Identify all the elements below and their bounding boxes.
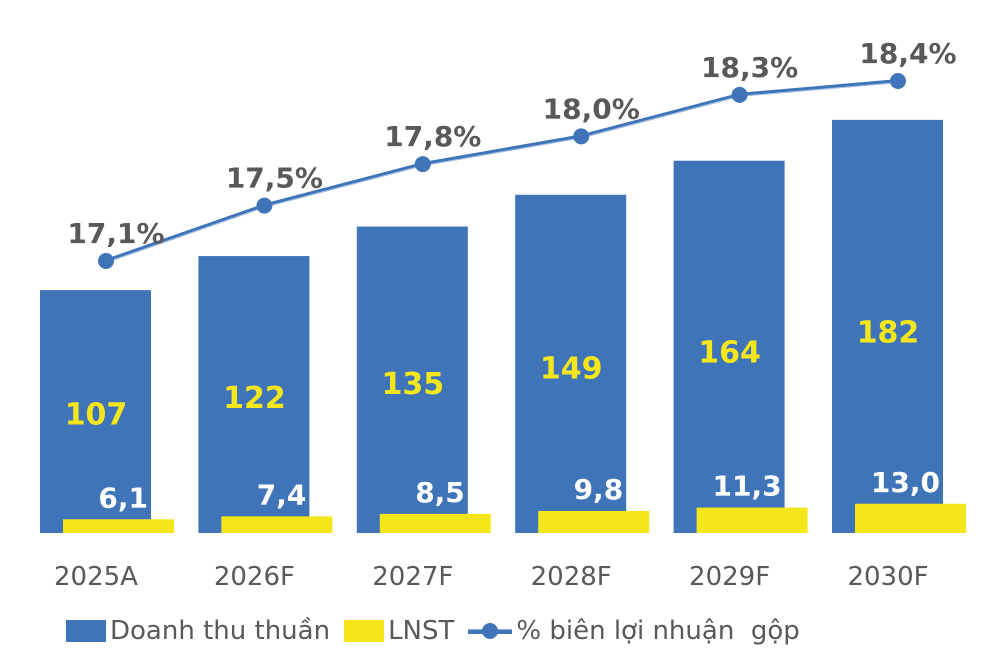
- revenue-bar: [198, 256, 310, 533]
- profit-value-label: 6,1: [98, 481, 148, 514]
- profit-value-label: 7,4: [257, 478, 307, 511]
- margin-point: [731, 86, 748, 103]
- profit-bar: [696, 507, 808, 533]
- profit-bar: [63, 519, 174, 533]
- revenue-value-label: 164: [698, 335, 761, 370]
- profit-bar: [379, 513, 491, 533]
- margin-point: [573, 128, 590, 145]
- margin-point: [256, 197, 273, 214]
- margin-value-label: 17,5%: [226, 162, 323, 195]
- revenue-value-label: 149: [540, 352, 603, 387]
- legend-label-revenue: Doanh thu thuần: [110, 616, 331, 646]
- line-marker-icon: [468, 620, 513, 642]
- profit-bar: [221, 516, 333, 533]
- margin-point: [414, 156, 431, 173]
- x-axis-label: 2025A: [54, 562, 138, 592]
- revenue-swatch: [66, 620, 106, 642]
- profit-bar: [538, 510, 650, 533]
- margin-point: [890, 73, 906, 89]
- revenue-bar: [832, 119, 943, 534]
- x-axis-label: 2027F: [372, 562, 453, 592]
- revenue-value-label: 122: [223, 381, 286, 416]
- margin-value-label: 18,0%: [543, 92, 640, 125]
- x-axis-label: 2026F: [214, 562, 295, 592]
- revenue-value-label: 107: [65, 397, 128, 432]
- revenue-value-label: 135: [381, 367, 444, 402]
- profit-bars: [63, 503, 966, 533]
- legend: Doanh thu thuần LNST % biên lợi nhuận gộ…: [66, 613, 814, 649]
- data-labels: 107 6,1 122 7,4 135 8,5 149 9,8 164 11,3 182 13,0 17…: [65, 37, 957, 514]
- profit-value-label: 8,5: [415, 476, 465, 509]
- x-axis-label: 2030F: [847, 562, 928, 592]
- margin-line-path: [105, 79, 899, 263]
- legend-label-margin: % biên lợi nhuận gộp: [516, 616, 800, 646]
- legend-item-margin: % biên lợi nhuận gộp: [468, 616, 800, 646]
- profit-value-label: 13,0: [871, 466, 940, 499]
- legend-item-revenue: Doanh thu thuần: [66, 616, 330, 646]
- revenue-bars: [40, 119, 943, 534]
- x-axis-label: 2029F: [689, 562, 770, 592]
- x-axis-label: 2028F: [531, 562, 612, 592]
- revenue-bar: [40, 290, 151, 533]
- revenue-value-label: 182: [857, 316, 920, 351]
- margin-line: [98, 73, 906, 269]
- legend-item-profit: LNST: [344, 616, 454, 646]
- profit-bar: [855, 503, 966, 533]
- revenue-bar: [356, 226, 468, 534]
- revenue-bar: [515, 194, 627, 533]
- margin-value-label: 17,8%: [384, 120, 481, 153]
- margin-value-label: 17,1%: [67, 217, 164, 250]
- legend-label-profit: LNST: [388, 616, 455, 646]
- x-axis-labels: 2025A 2026F 2027F 2028F 2029F 2030F: [54, 562, 929, 592]
- profit-value-label: 9,8: [574, 473, 624, 506]
- margin-point: [98, 253, 114, 269]
- revenue-bar: [673, 160, 785, 533]
- profit-swatch: [344, 620, 385, 642]
- margin-value-label: 18,4%: [859, 37, 956, 70]
- margin-value-label: 18,3%: [701, 51, 798, 84]
- profit-value-label: 11,3: [713, 470, 782, 503]
